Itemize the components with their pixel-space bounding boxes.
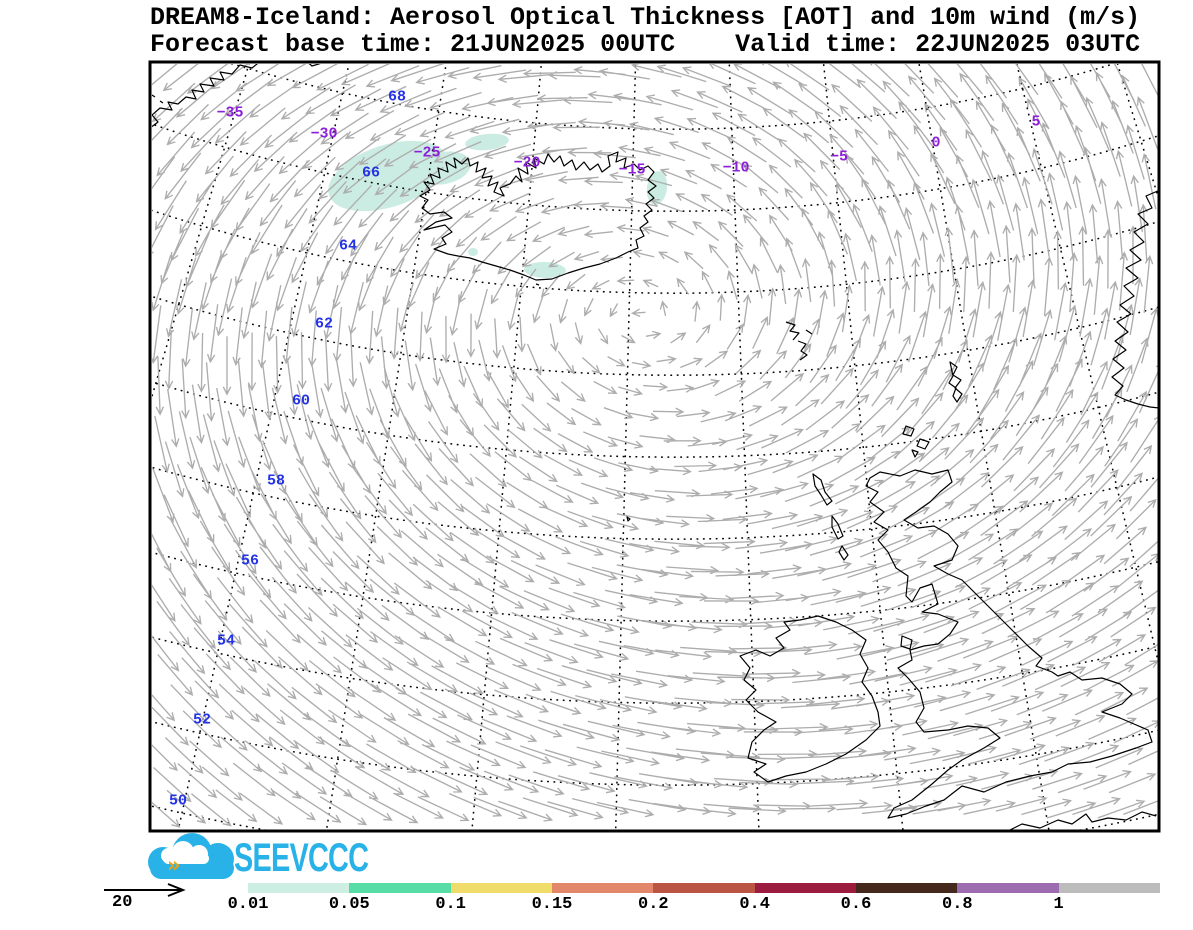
legend-value-label: 0.01 bbox=[227, 895, 269, 914]
longitude-line bbox=[614, 64, 637, 830]
legend-color-segment bbox=[957, 883, 1059, 893]
latitude-label: 58 bbox=[267, 473, 285, 490]
aot-patch-denmark-strait-plume bbox=[328, 140, 448, 212]
latitude-line bbox=[230, 64, 1116, 130]
legend-color-segment bbox=[248, 883, 350, 893]
coastline-greenland bbox=[152, 64, 321, 128]
aot-patch-faxafloi-speck bbox=[468, 248, 478, 256]
longitude-label: −20 bbox=[513, 155, 540, 172]
aot-patch-north-coast-sliver bbox=[465, 133, 509, 151]
wind-reference-arrow bbox=[104, 883, 186, 897]
wind-arrows bbox=[152, 64, 1158, 828]
latitude-label: 54 bbox=[217, 633, 235, 650]
coastline-orkney bbox=[902, 425, 930, 458]
legend-value-label: 0.05 bbox=[328, 895, 370, 914]
legend-color-segment bbox=[855, 883, 958, 893]
coastline-iceland bbox=[419, 151, 657, 286]
longitude-line bbox=[1016, 64, 1158, 665]
coastline-isle-of-man bbox=[900, 635, 913, 650]
coastline-ireland bbox=[739, 615, 881, 783]
map-title: DREAM8-Iceland: Aerosol Optical Thicknes… bbox=[150, 4, 1193, 58]
coastline-france bbox=[1008, 811, 1157, 830]
legend-color-segment bbox=[754, 883, 856, 893]
legend-color-segment bbox=[349, 883, 451, 893]
legend-color-segment bbox=[551, 883, 654, 893]
latitude-line bbox=[152, 466, 1158, 540]
longitude-line bbox=[177, 64, 350, 830]
longitude-label: −35 bbox=[216, 105, 243, 122]
legend-value-label: 1 bbox=[1053, 895, 1064, 914]
coastline-rockall bbox=[626, 516, 631, 522]
latitude-line bbox=[152, 721, 1158, 786]
legend-value-label: 0.8 bbox=[941, 895, 973, 914]
latitude-label: 64 bbox=[339, 238, 357, 255]
latitude-line bbox=[152, 381, 1158, 458]
legend-value-label: 0.4 bbox=[739, 895, 770, 914]
coastline-norway bbox=[1111, 190, 1158, 409]
latitude-label: 52 bbox=[193, 712, 211, 729]
longitude-label: 0 bbox=[931, 135, 940, 152]
longitude-label: −15 bbox=[618, 162, 645, 179]
legend-color-segment bbox=[1058, 883, 1160, 893]
wind-vector-field bbox=[152, 64, 1158, 828]
latitude-label: 62 bbox=[315, 316, 333, 333]
title-line1: DREAM8-Iceland: Aerosol Optical Thicknes… bbox=[150, 3, 1141, 32]
logo-chevron-icon: » bbox=[167, 853, 181, 877]
legend-color-segment bbox=[450, 883, 552, 893]
aot-color-scale bbox=[248, 883, 1160, 893]
legend-color-segment bbox=[653, 883, 755, 893]
coastline-faroe-islands bbox=[785, 321, 813, 361]
latitude-label: 56 bbox=[241, 553, 259, 570]
coastline-shetland bbox=[948, 361, 963, 403]
longitude-label: 5 bbox=[1031, 114, 1040, 131]
latitude-line bbox=[152, 123, 1158, 212]
longitude-label: −30 bbox=[310, 126, 337, 143]
title-line2: Forecast base time: 21JUN2025 00UTC Vali… bbox=[150, 30, 1141, 59]
longitude-label: −10 bbox=[722, 160, 749, 177]
longitude-line bbox=[0, 0, 197, 924]
reference-arrow-glyph bbox=[104, 883, 186, 897]
longitude-label: −25 bbox=[413, 145, 440, 162]
latitude-label: 50 bbox=[169, 793, 187, 810]
longitude-label: −5 bbox=[830, 149, 848, 166]
legend-value-label: 0.2 bbox=[638, 895, 669, 914]
coastline-outer-hebrides bbox=[812, 473, 849, 561]
wind-reference-value: 20 bbox=[112, 893, 133, 912]
logo-text: SEEVCCC bbox=[234, 836, 369, 880]
coastlines bbox=[152, 64, 1158, 830]
coastline-great-britain bbox=[865, 469, 1153, 819]
legend-value-label: 0.1 bbox=[435, 895, 466, 914]
legend-value-label: 0.6 bbox=[840, 895, 872, 914]
map-frame bbox=[148, 60, 1161, 833]
legend-value-label: 0.15 bbox=[531, 895, 573, 914]
latitude-label: 60 bbox=[292, 393, 310, 410]
latitude-label: 68 bbox=[388, 89, 406, 106]
latitude-label: 66 bbox=[362, 165, 380, 182]
longitude-line bbox=[152, 64, 250, 399]
seevccc-logo: » bbox=[146, 833, 246, 883]
